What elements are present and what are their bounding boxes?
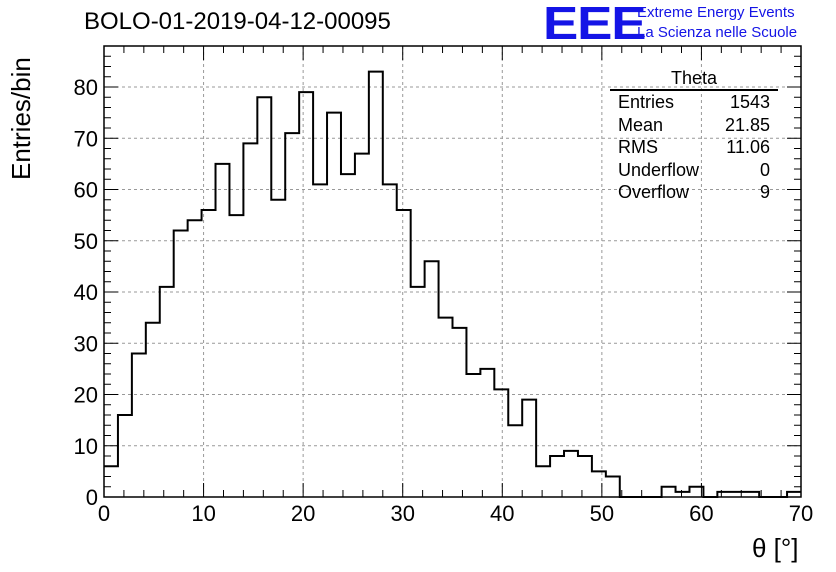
chart-title: BOLO-01-2019-04-12-00095 [84, 8, 391, 35]
axis-ticks [103, 45, 802, 498]
histogram-bin [243, 143, 257, 497]
stats-box: Theta Entries 1543 Mean 21.85 RMS 11.06 … [610, 68, 778, 204]
histogram-outline [104, 70, 801, 498]
histogram-bin [313, 184, 327, 497]
histogram-bin [411, 287, 425, 497]
y-tick-label: 40 [74, 280, 98, 305]
histogram-bin [174, 231, 188, 498]
eee-logo: EEE [543, 0, 647, 49]
stats-value: 9 [759, 182, 770, 202]
stats-value: 0 [759, 159, 770, 180]
stats-row-rms: RMS 11.06 [610, 136, 778, 159]
histogram-bin [439, 318, 453, 497]
x-tick-label: 60 [689, 501, 713, 526]
histogram-bin [285, 133, 299, 497]
histogram-bin [592, 471, 606, 497]
x-tick-label: 20 [291, 501, 315, 526]
histogram-bin [662, 487, 676, 497]
y-tick-label: 70 [74, 126, 98, 151]
stats-label: Overflow [618, 182, 690, 202]
x-tick-label: 40 [490, 501, 514, 526]
stats-label: Underflow [618, 159, 700, 180]
y-tick-label: 0 [86, 485, 98, 510]
tick-labels: 0 10 20 30 40 50 60 70 0 10 20 30 40 50 60 70 80 [74, 75, 814, 526]
y-tick-label: 50 [74, 229, 98, 254]
x-tick-label: 30 [390, 501, 414, 526]
histogram-bin [383, 184, 397, 497]
histogram-bin [299, 92, 313, 497]
y-tick-label: 60 [74, 178, 98, 203]
histogram-bin [397, 210, 411, 497]
x-tick-label: 10 [191, 501, 215, 526]
histogram-bin [118, 415, 132, 497]
stats-label: Mean [618, 114, 664, 135]
stats-value: 21.85 [724, 114, 770, 135]
histogram-bin [480, 369, 494, 497]
histogram-bin [425, 261, 439, 497]
histogram-bin [466, 374, 480, 497]
x-tick-label: 70 [789, 501, 813, 526]
histogram-bin [508, 425, 522, 497]
logo-caption-line2: La Scienza nelle Scuole [637, 24, 798, 41]
histogram-bin [494, 389, 508, 497]
histogram-bin [146, 323, 160, 497]
stats-row-overflow: Overflow 9 [610, 181, 778, 204]
histogram-bin [257, 97, 271, 497]
x-axis-label: θ [°] [752, 533, 799, 563]
histogram-bin [453, 328, 467, 497]
histogram-bin [564, 451, 578, 497]
stats-label: Entries [618, 92, 675, 112]
histogram-bin [522, 400, 536, 497]
histogram-bin [369, 72, 383, 497]
logo-caption: Extreme Energy Events La Scienza nelle S… [637, 3, 797, 43]
stats-label: RMS [618, 137, 658, 157]
y-tick-label: 10 [74, 434, 98, 459]
stats-row-entries: Entries 1543 [610, 91, 778, 114]
histogram-bin [536, 466, 550, 497]
logo-caption-line1: Extreme Energy Events [637, 4, 795, 21]
x-tick-label: 50 [590, 501, 614, 526]
histogram-bin [606, 477, 620, 498]
histogram-bin [271, 200, 285, 497]
histogram-bin [132, 354, 146, 498]
y-tick-label: 20 [74, 383, 98, 408]
grid-lines [104, 46, 801, 497]
y-tick-label: 30 [74, 331, 98, 356]
histogram-bin [160, 287, 174, 497]
histogram-bin [188, 220, 202, 497]
histogram-bin [216, 164, 230, 497]
histogram-bin [104, 466, 118, 497]
plot-frame [103, 45, 802, 498]
y-axis-label: Entries/bin [6, 57, 36, 180]
histogram-bin [578, 456, 592, 497]
y-tick-label: 80 [74, 75, 98, 100]
stats-row-underflow: Underflow 0 [610, 159, 778, 182]
stats-row-mean: Mean 21.85 [610, 114, 778, 137]
histogram-bin [341, 174, 355, 497]
stats-title: Theta [610, 68, 778, 91]
stats-value: 11.06 [726, 137, 770, 157]
x-tick-label: 0 [98, 501, 110, 526]
histogram-bin [229, 215, 243, 497]
histogram-bin [327, 113, 341, 497]
stats-value: 1543 [729, 92, 770, 112]
